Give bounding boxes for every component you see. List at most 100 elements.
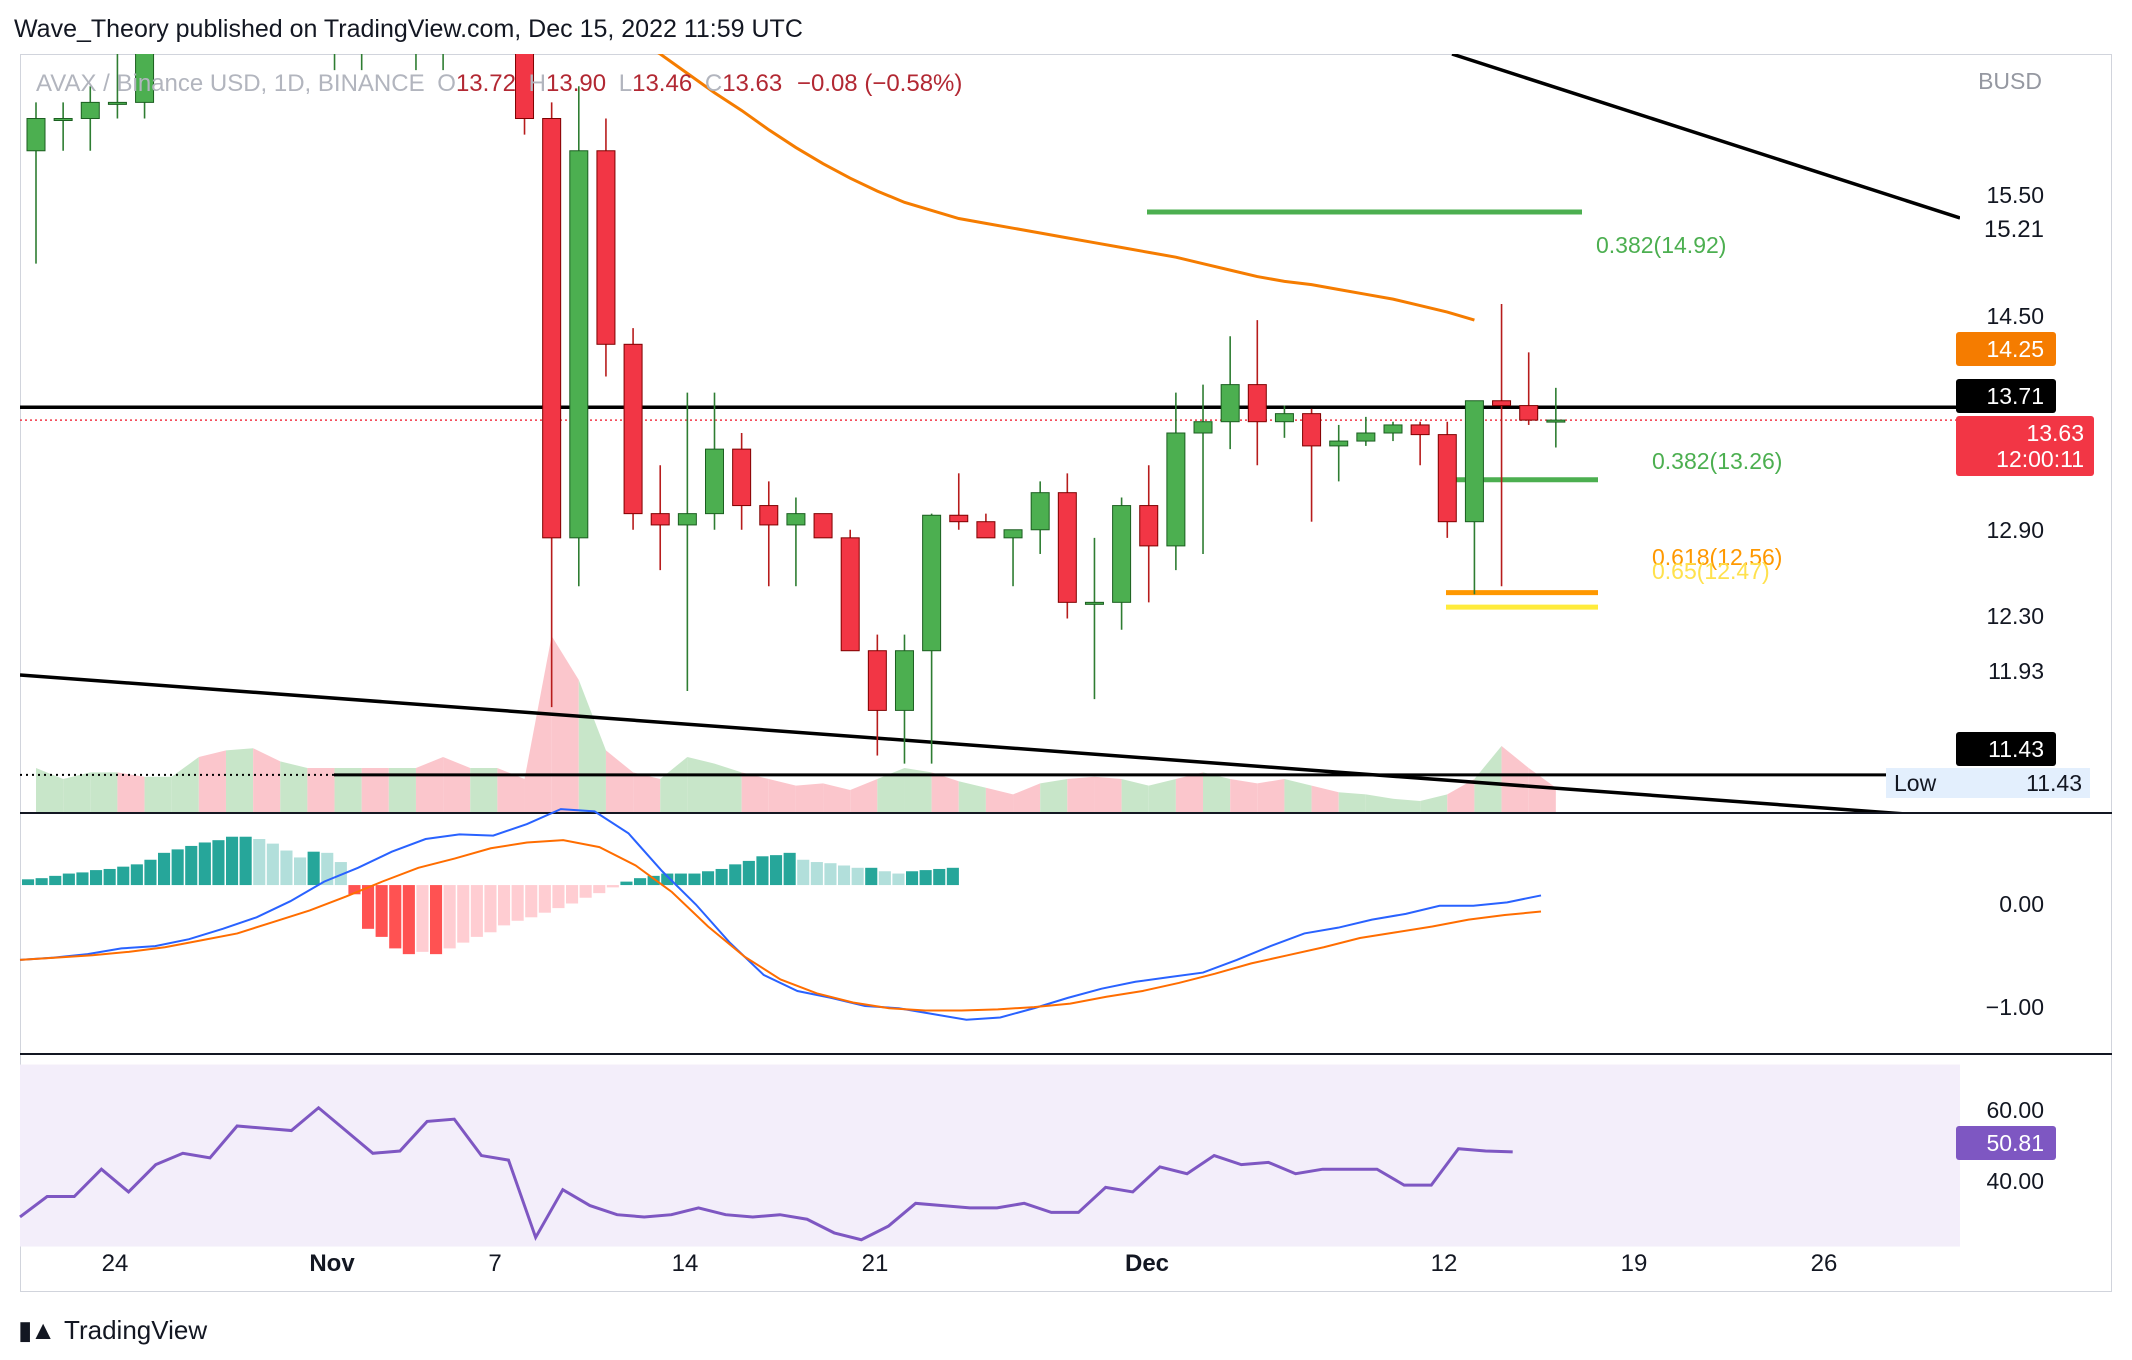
volume-area [36, 636, 1556, 812]
rsi-axis-label: 60.00 [1986, 1097, 2044, 1123]
candle-body [840, 537, 860, 652]
low-key: L [618, 70, 633, 97]
macd-histogram-bar [824, 863, 837, 886]
candlestick-series [26, 0, 1566, 764]
high-key: H [528, 70, 547, 97]
volume-segment [768, 779, 796, 812]
lower-trendline [20, 673, 1903, 812]
macd-histogram-bar [443, 885, 456, 949]
volume-segment [1257, 779, 1285, 812]
candle-body [677, 513, 697, 526]
ma-price-tag: 14.25 [1956, 332, 2056, 366]
candle-body [732, 448, 752, 507]
macd-histogram-bar [239, 836, 252, 886]
rsi-background-band [20, 1064, 1960, 1247]
macd-histogram-bar [158, 852, 171, 886]
macd-histogram-bar [294, 857, 307, 886]
volume-segment [63, 772, 91, 812]
candle-body [949, 514, 969, 523]
volume-segment [660, 757, 688, 812]
volume-segment [1474, 746, 1502, 812]
volume-segment [985, 787, 1014, 812]
macd-axis-label: 0.00 [1999, 891, 2044, 917]
low-value: 13.46 [632, 70, 693, 97]
volume-segment [1365, 794, 1393, 812]
macd-histogram-bar [729, 864, 742, 886]
candle-body [1112, 505, 1132, 603]
candle-body [53, 118, 73, 122]
candle-body [1247, 384, 1267, 423]
macd-histogram-bar [117, 866, 130, 886]
macd-histogram-bar [525, 885, 538, 918]
macd-histogram-bar [933, 868, 946, 886]
price-label: 14.50 [1986, 303, 2044, 329]
candle-body [705, 448, 724, 515]
fib-label-618: 0.618(12.56) [1652, 544, 1783, 570]
date-label: 19 [1620, 1250, 1648, 1277]
volume-segment [1393, 798, 1421, 812]
macd-histogram-bar [334, 862, 347, 886]
fib-label-mid: 0.382(13.26) [1652, 448, 1783, 474]
volume-segment [687, 757, 715, 812]
candle-body [326, 38, 344, 40]
candle-body [786, 513, 806, 526]
brand-name[interactable]: TradingView [64, 1315, 208, 1345]
macd-histogram-bar [362, 885, 375, 929]
date-label: 26 [1810, 1250, 1838, 1277]
date-label: 24 [101, 1250, 129, 1277]
tradingview-logo-icon[interactable]: ▮▲ [18, 1315, 56, 1345]
candle-body [190, 0, 208, 6]
price-label: 15.50 [1986, 182, 2044, 208]
macd-histogram-bar [838, 865, 851, 886]
macd-histogram-bar [402, 885, 415, 955]
macd-histogram-bar [470, 885, 483, 937]
volume-segment [415, 757, 444, 812]
candle-body [135, 54, 155, 103]
volume-segment [904, 768, 932, 812]
candle-body [1003, 529, 1023, 539]
volume-segment [633, 772, 661, 812]
footer: ▮▲ TradingView [18, 1310, 207, 1350]
symbol-name[interactable]: AVAX / Binance USD, 1D, BINANCE [36, 70, 425, 97]
high-value: 13.90 [546, 70, 607, 97]
rsi-value-tag: 50.81 [1956, 1126, 2056, 1160]
volume-segment [307, 768, 335, 812]
macd-histogram-bar [593, 885, 606, 894]
volume-segment [253, 748, 281, 812]
signal-line [19, 839, 1542, 1012]
candle-body [1274, 413, 1294, 423]
macd-histogram-bar [715, 868, 728, 886]
volume-segment [1528, 768, 1556, 812]
volume-segment [1338, 792, 1366, 812]
candle-body [1546, 419, 1566, 423]
macd-histogram-bar [430, 885, 443, 955]
candle-body [298, 6, 316, 38]
chart-frame [20, 54, 2112, 1292]
macd-histogram-bar [566, 885, 579, 904]
close-value: 13.63 [722, 70, 783, 97]
volume-segment [171, 757, 199, 812]
candle-body [976, 521, 996, 539]
candle-body [1030, 492, 1050, 531]
volume-segment [1040, 779, 1068, 812]
volume-segment [36, 768, 64, 812]
rsi-band [20, 1064, 1960, 1247]
macd-histogram-bar [103, 868, 116, 886]
macd-histogram-bar [22, 879, 35, 886]
macd-histogram-bar [144, 859, 157, 886]
macd-histogram-bar [307, 851, 320, 886]
candle-body [542, 118, 562, 539]
volume-segment [144, 776, 172, 812]
horizontal-levels [20, 209, 1960, 777]
candle-body [380, 22, 398, 38]
candle-body [407, 38, 425, 40]
volume-segment [388, 768, 416, 812]
macd-histogram-bar [90, 870, 103, 886]
candle-body [1139, 505, 1159, 547]
macd-histogram-bar [484, 885, 497, 933]
volume-segment [714, 763, 742, 812]
macd-axis-label: −1.00 [1985, 994, 2044, 1020]
volume-segment [1094, 776, 1122, 812]
candle-body [434, 6, 452, 38]
